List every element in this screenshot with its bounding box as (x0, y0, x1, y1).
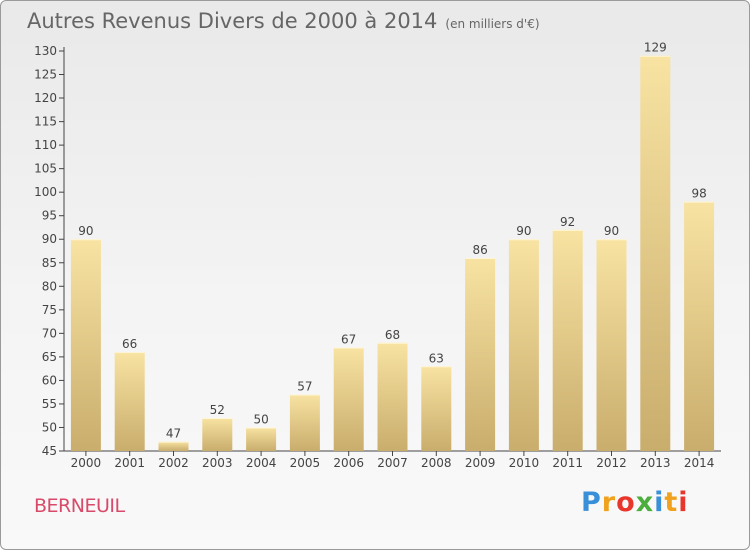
data-label: 68 (385, 328, 400, 342)
bar (333, 347, 364, 451)
chart-title-unit: (en milliers d'€) (445, 17, 540, 31)
y-tick-label: 90 (42, 232, 57, 246)
data-label: 52 (210, 403, 225, 417)
bar (684, 201, 715, 451)
y-tick-label: 60 (42, 373, 57, 387)
bar (596, 239, 627, 451)
y-tick-label: 95 (42, 209, 57, 223)
data-label: 57 (297, 380, 312, 394)
y-tick-label: 75 (42, 303, 57, 317)
bar (465, 258, 496, 451)
data-label: 90 (516, 224, 531, 238)
x-tick-label: 2000 (71, 456, 102, 470)
y-tick-label: 115 (34, 115, 57, 129)
bar (70, 239, 101, 451)
data-label: 92 (560, 215, 575, 229)
data-label: 67 (341, 332, 356, 346)
x-tick-label: 2008 (421, 456, 452, 470)
y-tick-label: 120 (34, 91, 57, 105)
bar (508, 239, 539, 451)
x-tick-label: 2003 (202, 456, 233, 470)
x-tick-label: 2006 (333, 456, 364, 470)
logo-letter: t (664, 487, 679, 518)
y-tick-label: 80 (42, 279, 57, 293)
x-tick-label: 2014 (684, 456, 715, 470)
logo-letter: i (654, 487, 665, 518)
y-tick-label: 70 (42, 326, 57, 340)
logo-letter: P (581, 487, 602, 518)
data-label: 47 (166, 427, 181, 441)
y-tick-label: 50 (42, 420, 57, 434)
y-tick-label: 125 (34, 68, 57, 82)
data-label: 63 (429, 351, 444, 365)
y-tick-label: 130 (34, 44, 57, 58)
y-tick-label: 105 (34, 162, 57, 176)
y-tick-label: 110 (34, 138, 57, 152)
bar (114, 352, 145, 451)
y-tick-label: 85 (42, 256, 57, 270)
data-label: 50 (253, 412, 268, 426)
x-tick-label: 2002 (158, 456, 189, 470)
data-label: 86 (472, 243, 487, 257)
x-tick-label: 2004 (246, 456, 277, 470)
data-label: 90 (604, 224, 619, 238)
proxiti-logo: Proxiti (581, 487, 689, 518)
y-tick-label: 65 (42, 350, 57, 364)
chart-title: Autres Revenus Divers de 2000 à 2014 (en … (27, 9, 540, 33)
data-label: 98 (691, 187, 706, 201)
logo-letter: i (678, 487, 689, 518)
data-label: 90 (78, 224, 93, 238)
x-tick-label: 2001 (114, 456, 145, 470)
logo-letter: o (616, 487, 636, 518)
bar (202, 418, 233, 451)
commune-name: BERNEUIL (34, 495, 125, 517)
bar (640, 55, 671, 452)
bar (289, 394, 320, 451)
x-tick-label: 2010 (509, 456, 540, 470)
logo-letter: x (635, 487, 655, 518)
y-tick-label: 45 (42, 444, 57, 458)
x-axis: 2000 2001 2002 2003 2004 2005 2006 2007 2008 2009… (64, 450, 721, 470)
bar-series: 90 66 47 52 50 57 67 68 63 86 90 92 90 129 98 (70, 41, 715, 452)
y-tick-label: 100 (34, 185, 57, 199)
chart-title-text: Autres Revenus Divers de 2000 à 2014 (27, 9, 438, 33)
y-axis: 45 50 55 60 65 70 75 80 85 90 95 100 105 110 115 120 125… (34, 44, 65, 458)
x-tick-label: 2011 (552, 456, 583, 470)
bar (552, 229, 583, 451)
x-tick-label: 2009 (465, 456, 496, 470)
x-tick-label: 2012 (596, 456, 627, 470)
bar (421, 366, 452, 451)
x-tick-label: 2005 (290, 456, 321, 470)
bar (246, 427, 277, 451)
logo-letter: r (601, 487, 617, 518)
y-tick-label: 55 (42, 397, 57, 411)
x-tick-label: 2007 (377, 456, 408, 470)
bar (158, 441, 189, 451)
bar (377, 342, 408, 451)
data-label: 129 (644, 41, 667, 55)
data-label: 66 (122, 337, 137, 351)
x-tick-label: 2013 (640, 456, 671, 470)
